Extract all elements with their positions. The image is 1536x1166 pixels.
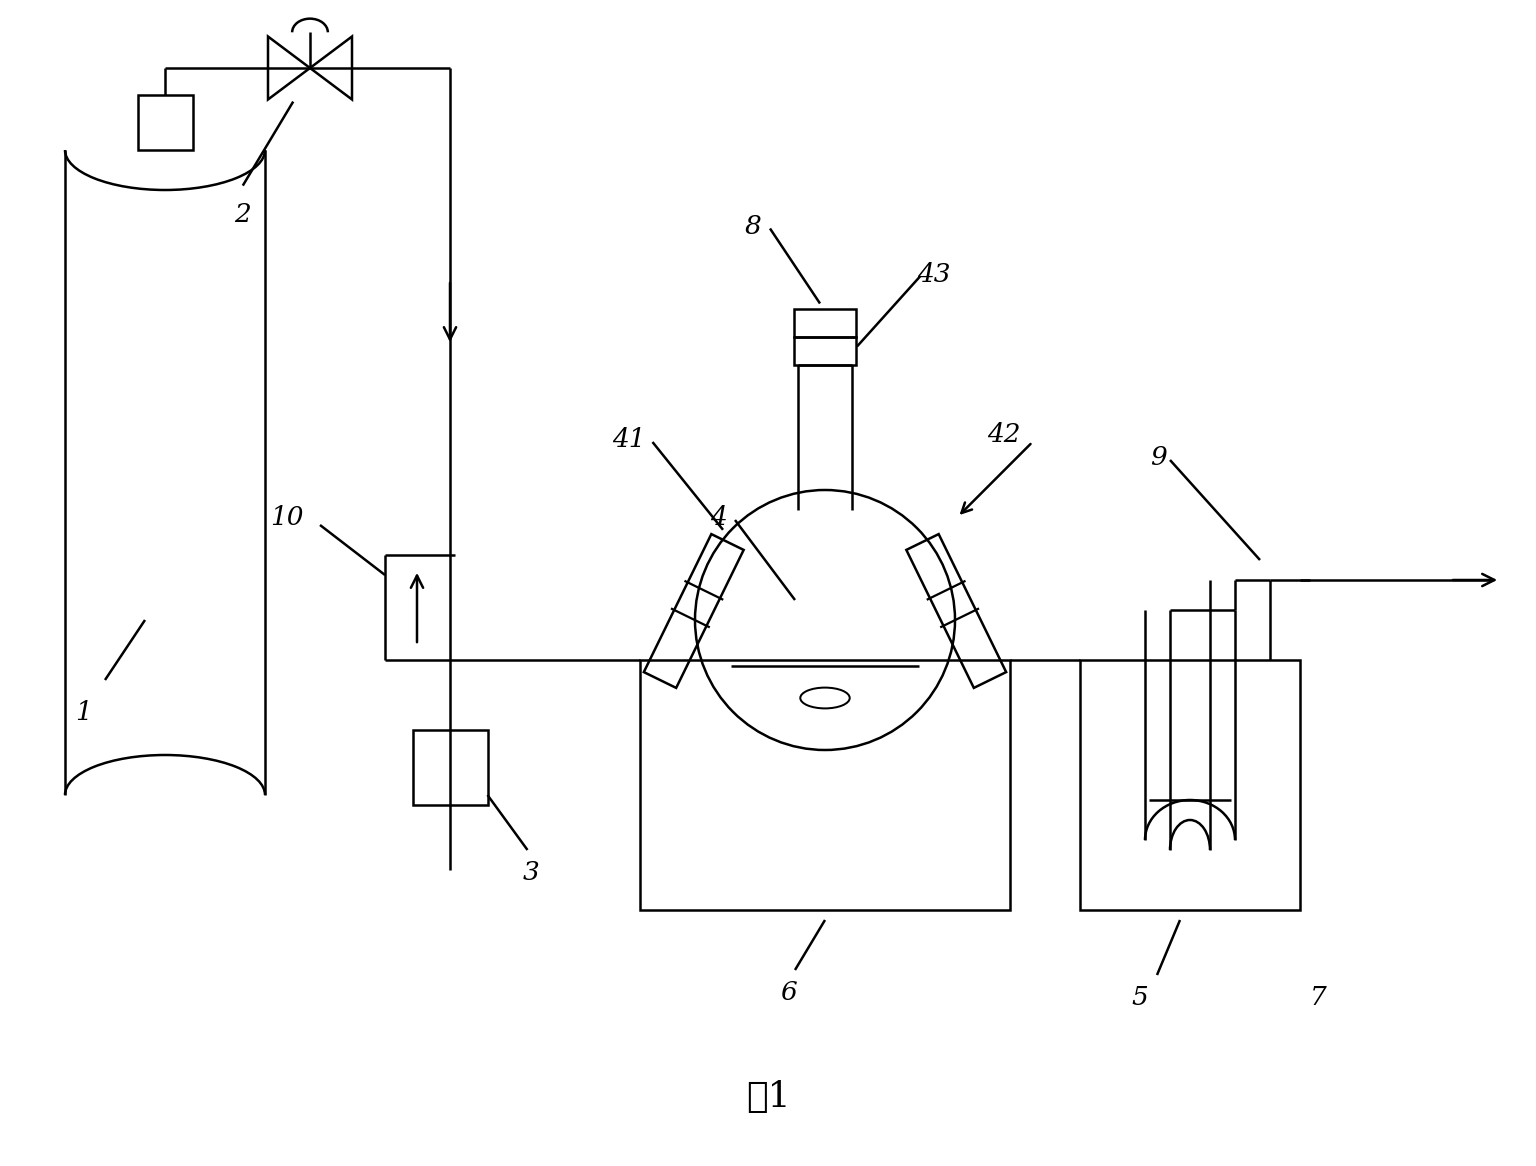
Bar bbox=[794, 309, 856, 337]
Text: 9: 9 bbox=[1150, 445, 1167, 470]
Text: 3: 3 bbox=[522, 861, 539, 885]
Text: 10: 10 bbox=[270, 505, 304, 531]
Text: 4: 4 bbox=[710, 505, 727, 531]
Text: 7: 7 bbox=[1310, 985, 1327, 1010]
Text: 8: 8 bbox=[745, 213, 762, 239]
Text: 1: 1 bbox=[75, 700, 92, 725]
Bar bbox=[1080, 660, 1299, 909]
Bar bbox=[794, 337, 856, 365]
Text: 41: 41 bbox=[613, 427, 647, 452]
Bar bbox=[413, 730, 487, 805]
Bar bbox=[138, 94, 192, 150]
Text: 5: 5 bbox=[1130, 985, 1147, 1010]
Text: 43: 43 bbox=[917, 261, 951, 287]
Text: 6: 6 bbox=[780, 979, 797, 1005]
Text: 42: 42 bbox=[988, 422, 1021, 447]
Text: 图1: 图1 bbox=[745, 1080, 791, 1114]
Text: 2: 2 bbox=[235, 203, 252, 227]
Bar bbox=[641, 660, 1011, 909]
